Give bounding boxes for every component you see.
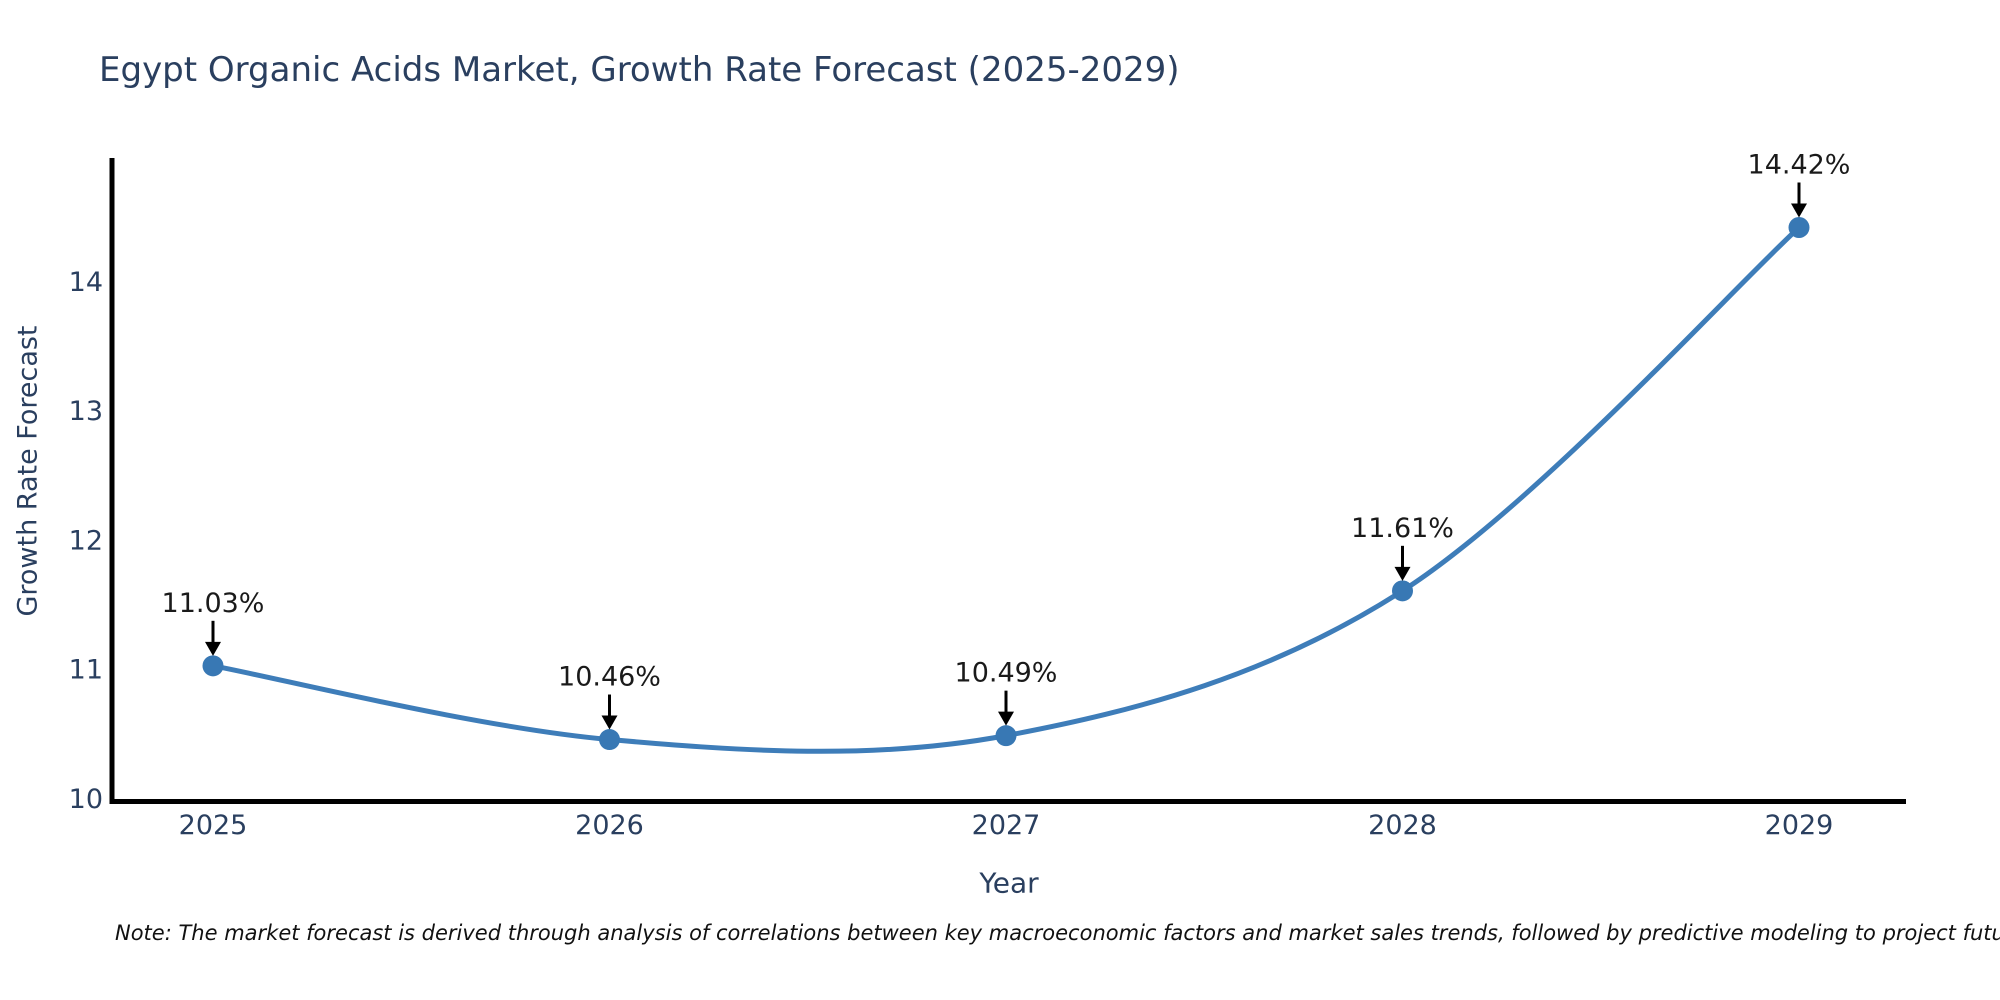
annotation-arrowhead-2028 xyxy=(1394,566,1411,581)
annotation-arrowhead-2027 xyxy=(998,711,1014,726)
y-tick-label-10: 10 xyxy=(69,784,103,815)
data-point-2025 xyxy=(202,655,224,677)
chart-title: Egypt Organic Acids Market, Growth Rate … xyxy=(99,50,1180,90)
annotation-arrowhead-2025 xyxy=(205,641,221,656)
footnote: Note: The market forecast is derived thr… xyxy=(115,921,2000,945)
data-point-label-2026: 10.46% xyxy=(558,662,661,693)
data-point-label-2029: 14.42% xyxy=(1748,149,1851,180)
data-point-2028 xyxy=(1392,580,1413,602)
y-tick-label-14: 14 xyxy=(69,267,103,298)
y-axis-title: Growth Rate Forecast xyxy=(12,325,44,617)
data-point-2026 xyxy=(599,729,620,751)
x-tick-label-2027: 2027 xyxy=(972,810,1041,841)
x-axis-title: Year xyxy=(979,866,1039,900)
data-point-label-2028: 11.61% xyxy=(1351,513,1454,544)
data-point-label-2025: 11.03% xyxy=(162,588,265,619)
y-tick-label-13: 13 xyxy=(69,396,103,427)
annotation-arrowhead-2029 xyxy=(1791,203,1807,218)
annotation-arrowhead-2026 xyxy=(601,715,618,730)
data-point-label-2027: 10.49% xyxy=(955,658,1058,689)
trend-line xyxy=(210,224,1802,754)
x-tick-label-2028: 2028 xyxy=(1368,810,1437,841)
x-tick-label-2025: 2025 xyxy=(179,810,248,841)
data-point-2029 xyxy=(1788,216,1810,238)
y-tick-label-12: 12 xyxy=(69,525,103,556)
x-tick-label-2026: 2026 xyxy=(575,810,644,841)
data-point-2027 xyxy=(995,725,1017,747)
y-tick-label-11: 11 xyxy=(69,655,103,686)
x-tick-label-2029: 2029 xyxy=(1765,810,1834,841)
